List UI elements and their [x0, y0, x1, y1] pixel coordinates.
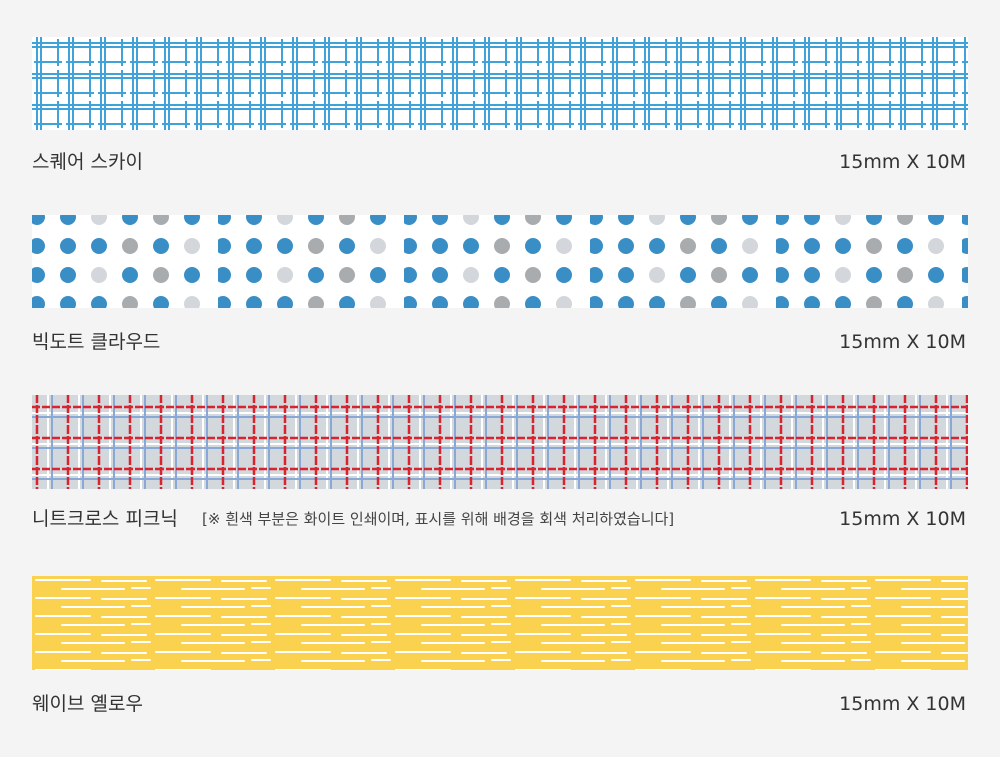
tape-size: 15mm X 10M [839, 693, 966, 715]
tape-swatch [32, 576, 968, 670]
tape-name: 니트크로스 피크닉 [32, 508, 178, 530]
tape-size: 15mm X 10M [839, 331, 966, 353]
tape-name: 웨이브 옐로우 [32, 693, 143, 715]
tape-swatch [32, 395, 968, 489]
tape-note: [※ 흰색 부분은 화이트 인쇄이며, 표시를 위해 배경을 회색 처리하였습니… [202, 510, 674, 528]
tape-size: 15mm X 10M [839, 508, 966, 530]
tape-size: 15mm X 10M [839, 151, 966, 173]
tape-swatch [32, 37, 968, 130]
tape-swatch [32, 215, 968, 308]
tape-name: 스퀘어 스카이 [32, 151, 143, 173]
tape-name: 빅도트 클라우드 [32, 331, 160, 353]
